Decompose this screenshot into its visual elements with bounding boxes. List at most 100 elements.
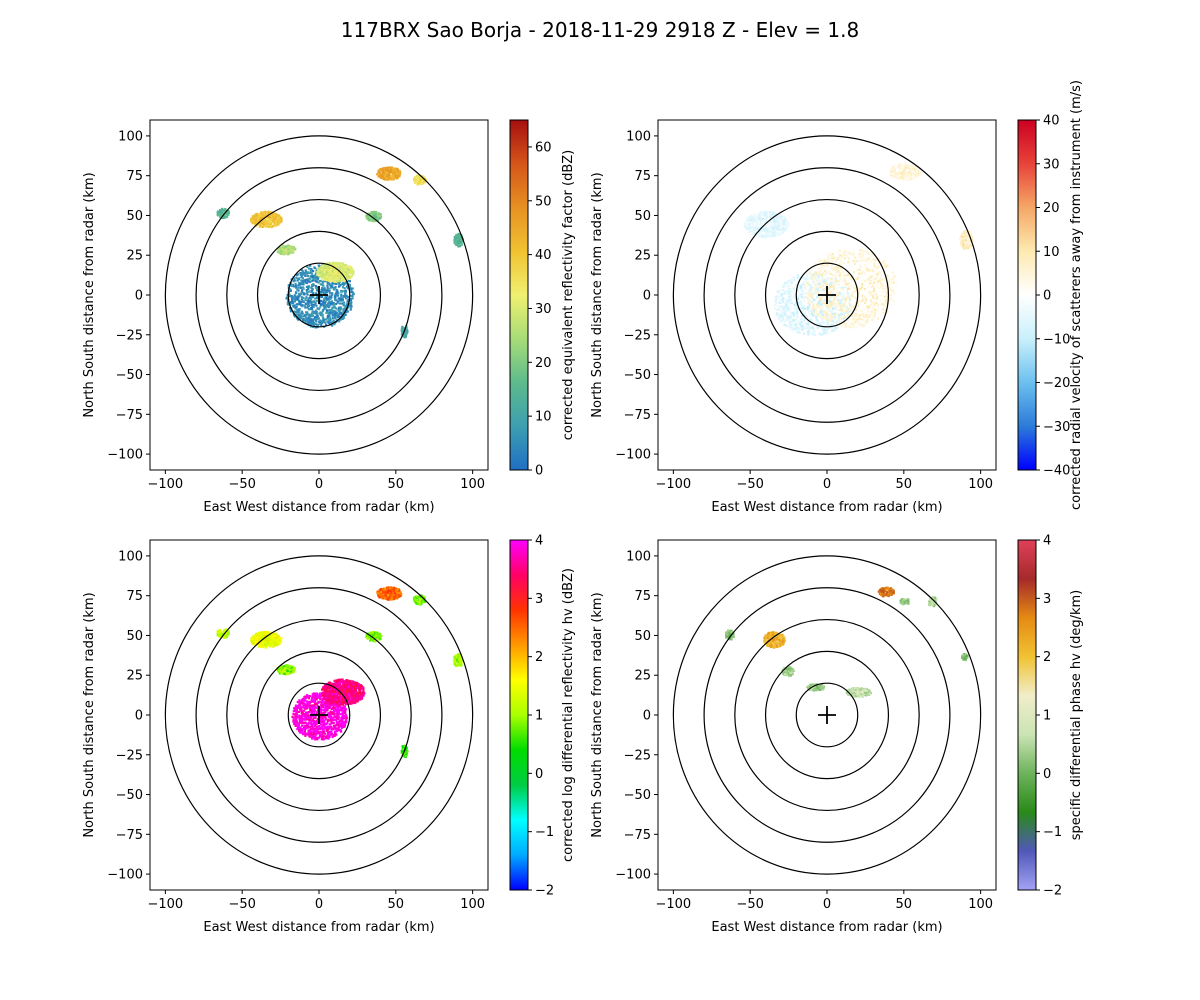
echo-gate bbox=[774, 301, 777, 304]
echo-gate bbox=[786, 307, 789, 310]
echo-gate bbox=[843, 307, 846, 310]
echo-gate bbox=[871, 292, 874, 295]
echo-gate bbox=[779, 226, 782, 229]
echo-gate bbox=[815, 315, 818, 318]
echo-gate bbox=[819, 269, 822, 272]
echo-gate bbox=[295, 305, 298, 309]
echo-gate bbox=[808, 271, 811, 274]
echo-gate bbox=[781, 299, 784, 302]
echo-gate bbox=[377, 175, 380, 178]
echo-gate bbox=[796, 286, 800, 289]
echo-gate bbox=[838, 313, 841, 316]
echo-gate bbox=[853, 320, 856, 324]
echo-gate bbox=[832, 328, 835, 331]
echo-gate bbox=[262, 224, 266, 227]
echo-gate bbox=[302, 286, 305, 289]
echo-gate bbox=[803, 332, 806, 335]
echo-gate bbox=[301, 277, 304, 280]
echo-gate bbox=[332, 319, 335, 322]
radar-echo-8 bbox=[453, 233, 464, 248]
echo-gate bbox=[882, 277, 885, 281]
echo-gate bbox=[855, 309, 858, 312]
echo-gate bbox=[843, 304, 846, 307]
echo-gate bbox=[851, 275, 854, 278]
echo-gate bbox=[316, 323, 319, 326]
echo-gate bbox=[857, 320, 860, 323]
echo-gate bbox=[351, 290, 354, 293]
echo-gate bbox=[366, 214, 369, 217]
echo-gate bbox=[839, 272, 842, 275]
echo-gate bbox=[823, 258, 826, 261]
echo-gate bbox=[300, 317, 303, 320]
echo-gate bbox=[872, 306, 875, 309]
x-tick-label: −50 bbox=[228, 477, 255, 492]
echo-gate bbox=[850, 294, 854, 297]
echo-gate bbox=[867, 257, 870, 260]
echo-gate bbox=[303, 273, 306, 276]
echo-gate bbox=[799, 312, 803, 315]
echo-gate bbox=[334, 279, 338, 282]
echo-gate bbox=[885, 290, 888, 293]
echo-gate bbox=[793, 307, 796, 310]
echo-gate bbox=[864, 283, 867, 286]
echo-gate bbox=[779, 289, 782, 292]
echo-gate bbox=[789, 310, 792, 313]
echo-gate bbox=[787, 310, 790, 313]
echo-gate bbox=[373, 213, 376, 217]
echo-gate bbox=[324, 291, 327, 294]
echo-gate bbox=[830, 315, 833, 319]
echo-gate bbox=[251, 222, 254, 225]
echo-gate bbox=[815, 317, 819, 320]
echo-gate bbox=[803, 281, 806, 284]
echo-gate bbox=[832, 323, 835, 326]
echo-gate bbox=[877, 306, 880, 309]
echo-gate bbox=[820, 297, 823, 300]
echo-gate bbox=[816, 306, 819, 309]
echo-gate bbox=[815, 272, 818, 275]
echo-gate bbox=[777, 215, 780, 218]
echo-gate bbox=[859, 263, 862, 266]
echo-gate bbox=[872, 302, 875, 305]
echo-gate bbox=[771, 221, 774, 224]
echo-gate bbox=[805, 284, 808, 287]
echo-gate bbox=[862, 283, 865, 286]
echo-gate bbox=[296, 296, 299, 299]
echo-gate bbox=[836, 313, 839, 316]
echo-gate bbox=[331, 324, 334, 327]
echo-gate bbox=[880, 273, 884, 276]
echo-gate bbox=[799, 285, 802, 288]
echo-gate bbox=[314, 302, 317, 305]
echo-gate bbox=[864, 264, 867, 267]
echo-gate bbox=[290, 296, 293, 299]
echo-gate bbox=[878, 279, 881, 282]
echo-gate bbox=[831, 260, 834, 263]
echo-gate bbox=[823, 329, 826, 332]
echo-gate bbox=[259, 219, 262, 222]
echo-gate bbox=[847, 325, 850, 328]
echo-gate bbox=[332, 277, 335, 280]
echo-gate bbox=[334, 263, 337, 266]
echo-gate bbox=[881, 290, 884, 293]
echo-gate bbox=[872, 296, 875, 299]
echo-gate bbox=[806, 303, 809, 306]
echo-gate bbox=[311, 322, 314, 325]
colorbar-tick-label: 0 bbox=[535, 464, 543, 479]
radar-echo-4 bbox=[376, 166, 402, 181]
echo-gate bbox=[304, 281, 307, 284]
echo-gate bbox=[875, 291, 878, 294]
echo-gate bbox=[881, 284, 884, 287]
echo-gate bbox=[318, 272, 321, 275]
echo-gate bbox=[857, 292, 860, 295]
echo-gate bbox=[841, 293, 844, 296]
echo-gate bbox=[380, 173, 383, 176]
echo-gate bbox=[854, 302, 857, 305]
echo-gate bbox=[303, 315, 306, 318]
echo-gate bbox=[273, 221, 276, 224]
radar-echo-9 bbox=[276, 244, 297, 256]
echo-gate bbox=[849, 326, 852, 329]
echo-gate bbox=[848, 298, 852, 302]
echo-gate bbox=[800, 289, 803, 292]
echo-gate bbox=[792, 296, 795, 299]
echo-gate bbox=[821, 278, 824, 281]
echo-gate bbox=[814, 291, 818, 294]
